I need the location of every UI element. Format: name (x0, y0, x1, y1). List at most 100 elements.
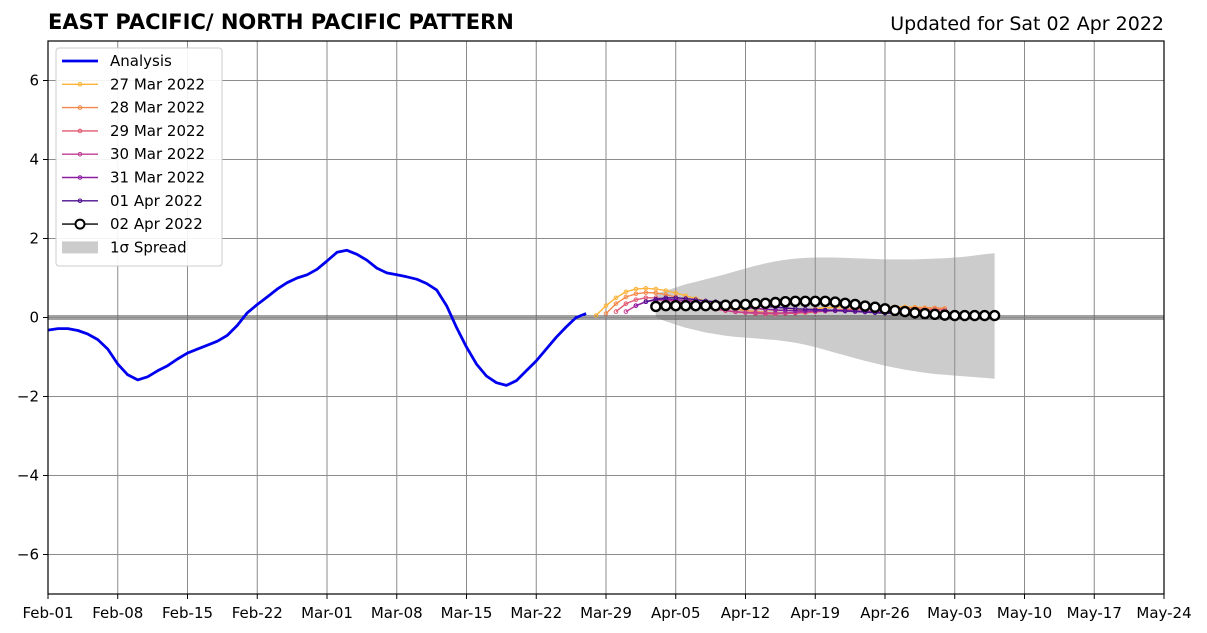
legend-swatch-spread (62, 241, 98, 254)
forecast-point (613, 309, 619, 314)
legend-swatch-marker (77, 82, 83, 87)
forecast-point (633, 286, 639, 292)
analysis-line (47, 248, 587, 387)
x-tick-label: May-24 (1136, 604, 1191, 622)
x-tick-label: Mar-22 (510, 604, 562, 622)
forecast-point (603, 303, 609, 308)
legend-swatch-marker (77, 198, 83, 204)
forecast-point (623, 294, 629, 300)
legend-label: 29 Mar 2022 (110, 122, 205, 140)
x-tick-label: Mar-08 (371, 604, 423, 622)
legend-swatch-marker (77, 175, 83, 180)
grid-layer (48, 41, 1164, 594)
legend-swatch-marker (74, 218, 86, 230)
forecast-point (623, 301, 629, 306)
y-tick-label: 2 (29, 230, 39, 248)
legend-swatch-marker (77, 105, 83, 110)
forecast-point (978, 309, 991, 322)
forecast-point (842, 308, 848, 314)
forecast-point (739, 298, 752, 311)
forecast-point (793, 306, 798, 312)
legend-swatch-marker (77, 128, 83, 134)
forecast-point (699, 299, 712, 312)
y-tick-label: 0 (29, 309, 39, 327)
legend-label: 27 Mar 2022 (110, 75, 205, 93)
forecast-point (653, 290, 659, 296)
legend-box (55, 47, 223, 267)
legend-label: Analysis (110, 52, 172, 70)
y-tick-label: 4 (29, 151, 39, 169)
x-tick-label: Mar-15 (441, 604, 493, 622)
x-tick-label: Mar-01 (301, 604, 353, 622)
y-tick-label: −4 (17, 467, 39, 485)
x-tick-label: Feb-08 (92, 604, 143, 622)
forecast-point (988, 309, 1001, 322)
forecast-point (839, 297, 851, 309)
forecast-point (593, 313, 599, 318)
forecast-point (613, 301, 619, 306)
forecast-point (719, 299, 732, 311)
forecast-point (650, 300, 662, 313)
forecast-point (663, 295, 669, 301)
forecast-point (623, 309, 629, 314)
x-tick-label: May-10 (997, 604, 1052, 622)
x-tick-label: Apr-12 (721, 604, 771, 622)
forecast-point (799, 295, 811, 308)
forecast-point (729, 299, 742, 311)
forecast-point (633, 297, 639, 303)
forecast-point (623, 289, 629, 295)
x-tick-label: Feb-22 (232, 604, 283, 622)
forecast-point (822, 307, 828, 313)
forecast-point (829, 296, 841, 308)
forecast-point (633, 303, 639, 308)
forecast-point (613, 295, 619, 301)
forecast-point (633, 291, 639, 297)
forecast-point (743, 310, 748, 315)
forecast-point (802, 306, 808, 312)
legend-label: 31 Mar 2022 (110, 169, 205, 187)
forecast-point (689, 299, 702, 312)
forecast-point (919, 307, 931, 320)
legend-label: 02 Apr 2022 (110, 215, 203, 233)
x-tick-label: May-03 (927, 604, 982, 622)
legend: Analysis 27 Mar 2022 28 Mar 2022 29 Mar 202… (55, 47, 223, 267)
forecast-point (929, 308, 941, 321)
forecast-point (909, 307, 921, 319)
forecast-point (889, 304, 901, 317)
forecast-point (603, 311, 609, 316)
chart-title: EAST PACIFIC/ NORTH PACIFIC PATTERN (48, 10, 514, 34)
legend-label: 30 Mar 2022 (110, 145, 205, 163)
forecast-point (769, 296, 782, 309)
axis-layer: Feb-01 Feb-08 Feb-15 Feb-22 Mar-01 Mar-08 Mar-… (17, 72, 1192, 623)
legend-label: 28 Mar 2022 (110, 99, 205, 117)
forecast-point (643, 290, 649, 295)
forecast-point (753, 310, 758, 316)
forecast-point (949, 309, 961, 322)
x-tick-label: Apr-05 (651, 604, 701, 622)
x-tick-label: Mar-29 (580, 604, 632, 622)
forecast-point (643, 299, 649, 305)
forecast-point (869, 301, 881, 313)
legend-label: 01 Apr 2022 (110, 192, 203, 210)
forecast-point (968, 309, 981, 322)
forecast-point (773, 307, 778, 313)
legend-swatch-marker (77, 151, 83, 157)
forecast-point (779, 296, 792, 308)
forecast-point (879, 303, 891, 315)
forecast-point (749, 297, 762, 310)
forecast-point (789, 295, 802, 308)
forecast-point (709, 299, 722, 312)
series-layer (47, 248, 1001, 387)
x-tick-label: Feb-15 (162, 604, 213, 622)
forecast-point (680, 299, 692, 312)
x-tick-label: May-17 (1067, 604, 1122, 622)
forecast-point (673, 295, 679, 301)
x-tick-label: Apr-26 (860, 604, 910, 622)
y-tick-label: −6 (17, 546, 39, 564)
forecast-point (859, 300, 871, 312)
forecast-point (759, 297, 772, 309)
legend-label: 1σ Spread (110, 238, 187, 256)
forecast-point (959, 309, 971, 322)
forecast-point (809, 295, 821, 308)
